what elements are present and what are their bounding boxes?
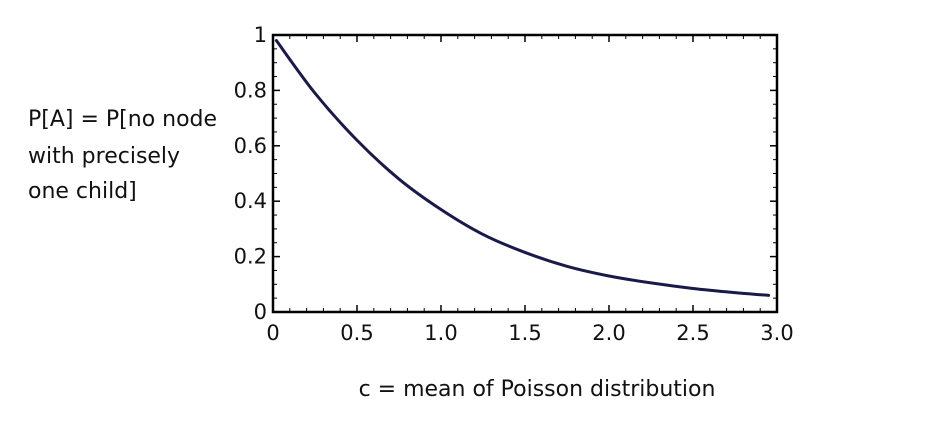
- y-axis-title-line-1: P[A] = P[no node: [28, 107, 217, 132]
- y-tick-label: 0: [254, 300, 267, 324]
- x-tick-label: 3.0: [760, 321, 793, 345]
- plot-border: [271, 33, 779, 314]
- x-tick-label: 0.5: [340, 321, 373, 345]
- x-tick-label: 1.5: [508, 321, 541, 345]
- x-tick-label: 2.5: [676, 321, 709, 345]
- y-axis-title: P[A] = P[no node with precisely one chil…: [28, 107, 217, 204]
- x-tick-label: 2.0: [592, 321, 625, 345]
- x-tick-label: 0: [266, 321, 279, 345]
- y-tick-label: 0.4: [234, 189, 267, 213]
- y-axis-title-line-3: one child]: [28, 179, 137, 204]
- y-tick-label: 0.6: [234, 134, 267, 158]
- y-axis-title-line-2: with precisely: [28, 144, 180, 169]
- x-tick-label: 1.0: [424, 321, 457, 345]
- tick-labels: 0 0.5 1.0 1.5 2.0 2.5 3.0 0 0.2 0.4 0.6 0.8 1: [234, 23, 794, 345]
- plot-frame: [271, 33, 779, 314]
- series-layer: [274, 39, 771, 297]
- y-tick-label: 0.2: [234, 245, 267, 269]
- y-tick-label: 0.8: [234, 78, 267, 102]
- series-line: [274, 39, 771, 297]
- axis-ticks: [272, 34, 778, 313]
- x-axis-title: c = mean of Poisson distribution: [359, 377, 716, 402]
- y-tick-label: 1: [254, 23, 267, 47]
